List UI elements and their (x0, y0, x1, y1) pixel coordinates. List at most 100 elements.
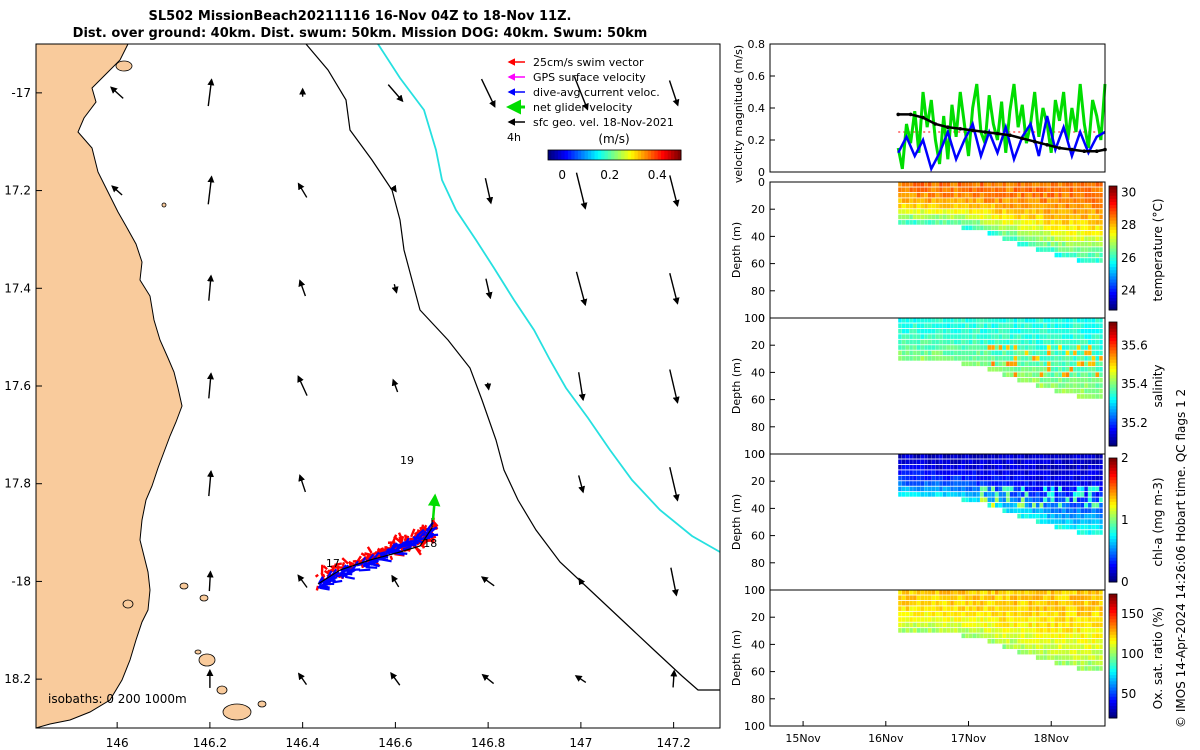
colorbar-cell (1109, 476, 1117, 481)
section-data-cell (1017, 214, 1021, 220)
depth-tick-label: 100 (744, 448, 765, 461)
section-data-cell (961, 192, 965, 198)
section-data-cell (1069, 454, 1073, 459)
section-data-cell (1021, 470, 1025, 475)
section-data-cell (987, 345, 992, 350)
sfc-velocity-arrow (298, 474, 307, 493)
section-data-cell (1099, 524, 1103, 530)
section-data-cell (961, 182, 965, 187)
section-data-cell (991, 475, 995, 481)
section-data-cell (980, 182, 984, 187)
section-data-cell (1035, 481, 1040, 486)
section-data-cell (1084, 388, 1088, 394)
section-data-cell (1069, 192, 1073, 198)
section-data-cell (898, 356, 902, 361)
section-data-cell (901, 590, 906, 595)
section-data-cell (1080, 508, 1085, 513)
section-data-cell (927, 214, 932, 220)
section-data-cell (1043, 600, 1047, 606)
section-data-cell (1032, 649, 1036, 655)
section-data-cell (1084, 182, 1088, 187)
section-data-cell (942, 600, 947, 606)
section-data-cell (994, 366, 999, 372)
section-data-cell (994, 459, 999, 465)
section-data-cell (968, 361, 973, 367)
section-data-cell (1095, 214, 1099, 220)
colorbar-cell (1109, 618, 1117, 623)
section-data-cell (1058, 372, 1062, 377)
section-data-cell (946, 350, 951, 356)
section-data-cell (1009, 339, 1014, 345)
dive-current-vector (417, 528, 425, 536)
velocity-y-axis-label: velocity magnitude (m/s) (732, 45, 745, 183)
section-data-cell (961, 470, 965, 475)
section-data-cell (1039, 481, 1044, 486)
section-data-cell (1021, 225, 1025, 231)
section-data-cell (1065, 600, 1070, 606)
section-data-cell (1006, 220, 1010, 225)
section-data-cell (927, 622, 932, 628)
vector-age-label: 4h (507, 131, 521, 144)
section-data-cell (1024, 366, 1029, 372)
section-data-cell (1058, 497, 1062, 503)
section-data-cell (1073, 475, 1077, 481)
section-data-cell (942, 454, 947, 459)
section-data-cell (1069, 590, 1073, 595)
section-data-cell (905, 220, 910, 225)
section-data-cell (1013, 600, 1018, 606)
section-data-cell (1013, 203, 1018, 209)
section-data-cell (994, 486, 999, 492)
depth-tick-label: 60 (751, 666, 765, 679)
colorbar-cell (1109, 257, 1117, 261)
section-data-cell (946, 590, 951, 595)
section-data-cell (898, 323, 902, 329)
section-data-cell (1058, 318, 1062, 323)
section-data-cell (1088, 464, 1092, 470)
section-data-cell (965, 590, 969, 595)
section-data-cell (950, 345, 954, 350)
section-data-cell (1073, 209, 1077, 214)
section-data-cell (942, 323, 947, 329)
section-data-cell (983, 475, 988, 481)
section-data-cell (913, 187, 917, 193)
section-data-cell (954, 611, 958, 617)
section-data-cell (1084, 622, 1088, 628)
section-data-cell (1069, 628, 1073, 633)
section-data-cell (1076, 247, 1081, 252)
section-data-cell (976, 470, 980, 475)
section-data-cell (898, 617, 902, 622)
section-data-cell (946, 595, 951, 601)
section-data-cell (924, 454, 928, 459)
section-data-cell (1080, 606, 1085, 611)
section-data-cell (957, 470, 962, 475)
section-data-cell (1061, 182, 1066, 187)
section-data-cell (916, 590, 921, 595)
section-data-cell (927, 318, 932, 323)
section-data-cell (991, 622, 995, 628)
section-data-cell (954, 198, 958, 203)
section-data-cell (1095, 388, 1099, 394)
colorbar-cell (1109, 337, 1117, 342)
section-data-cell (939, 459, 943, 465)
island (161, 202, 167, 208)
section-data-cell (1088, 644, 1092, 649)
section-data-cell (983, 209, 988, 214)
section-data-cell (1043, 508, 1047, 513)
section-data-cell (924, 350, 928, 356)
colorbar-cell (1109, 235, 1117, 240)
section-data-cell (1076, 187, 1081, 193)
section-data-cell (1013, 622, 1018, 628)
colorbar-cell (1109, 408, 1117, 413)
section-data-cell (1076, 638, 1081, 644)
section-data-cell (1076, 209, 1081, 214)
section-data-cell (1039, 595, 1044, 601)
section-data-cell (1050, 481, 1055, 486)
section-data-cell (1006, 236, 1010, 241)
section-data-cell (1069, 486, 1073, 492)
section-data-cell (998, 454, 1003, 459)
section-data-cell (968, 187, 973, 193)
section-data-cell (1032, 470, 1036, 475)
section-data-cell (1006, 187, 1010, 193)
gps-speed-point (896, 112, 901, 117)
